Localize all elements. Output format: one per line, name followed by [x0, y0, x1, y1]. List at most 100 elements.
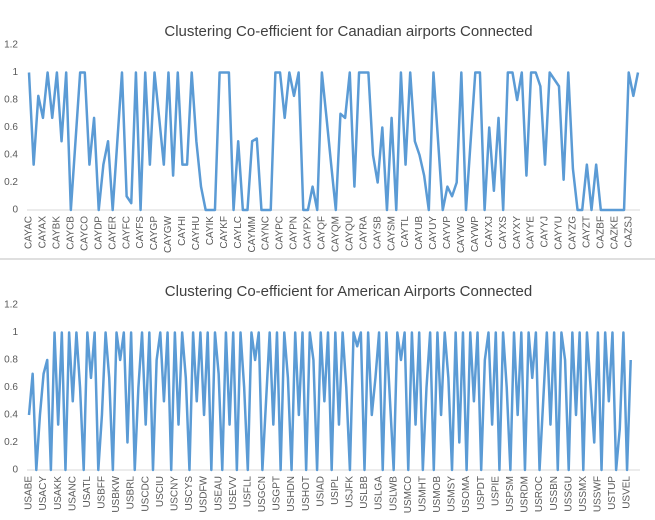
x-tick-label: USBKW [111, 475, 122, 512]
x-tick-label: CAZKE [609, 216, 620, 250]
x-tick-label: USPDT [476, 476, 487, 510]
y-tick-label: 0.4 [4, 410, 18, 421]
y-tick-label: 0.4 [4, 150, 18, 161]
x-tick-label: CAYVP [442, 216, 453, 249]
x-tick-label: USMOB [432, 476, 443, 513]
x-tick-label: CAYNC [261, 216, 272, 250]
x-tick-label: CAYHI [177, 216, 188, 246]
x-tick-label: USCNY [170, 476, 181, 511]
x-tick-label: USCDC [140, 476, 151, 512]
chart: Clustering Co-efficient for American Air… [4, 283, 640, 513]
data-line [27, 71, 640, 212]
chart-title: Clustering Co-efficient for Canadian air… [164, 23, 532, 40]
x-tick-label: USPIE [490, 476, 501, 506]
x-tick-label: CAYCB [65, 216, 76, 250]
x-tick-label: USIPL [330, 476, 341, 505]
y-tick-label: 1 [12, 67, 18, 78]
x-tick-label: USROC [534, 476, 545, 512]
x-tick-label: USOMA [461, 476, 472, 513]
x-tick-label: USHDN [286, 476, 297, 512]
x-tick-label: CAYAC [24, 216, 35, 249]
x-tick-label: CAYSB [372, 216, 383, 249]
x-tick-label: CAYXJ [484, 216, 495, 248]
x-tick-label: USGPT [272, 476, 283, 510]
x-tick-label: CAYYU [554, 216, 565, 250]
x-tick-label: USATL [82, 476, 93, 508]
x-tick-label: CAYWG [456, 216, 467, 253]
x-tick-label: CAYQM [330, 216, 341, 252]
x-tick-label: CAYIK [205, 216, 216, 246]
y-tick-label: 1.2 [4, 40, 18, 51]
x-tick-label: CAYWP [470, 216, 481, 252]
x-tick-label: CAYPX [303, 216, 314, 249]
x-tick-label: CAYER [107, 216, 118, 250]
x-tick-label: CAYXY [512, 216, 523, 249]
x-tick-label: CAYCO [79, 216, 90, 251]
x-tick-label: CAYAX [38, 216, 49, 249]
data-line [27, 331, 632, 472]
x-tick-label: USDFW [199, 475, 210, 512]
x-tick-label: USABE [24, 476, 35, 510]
x-tick-label: USEAU [213, 476, 224, 510]
x-tick-label: CAYZG [568, 216, 579, 250]
x-tick-label: USCYS [184, 476, 195, 511]
x-tick-label: USSBN [549, 476, 560, 510]
x-tick-label: USHOT [301, 476, 312, 511]
x-tick-label: CAYKF [219, 216, 230, 249]
x-tick-label: USTUP [607, 476, 618, 510]
x-tick-label: USPSM [505, 476, 516, 512]
x-tick-label: USSWF [593, 476, 604, 512]
x-tick-label: USCIU [155, 476, 166, 507]
x-tick-label: USMCO [403, 476, 414, 513]
x-tick-label: CAYUY [428, 216, 439, 250]
y-tick-label: 0 [12, 465, 18, 476]
x-tick-label: CAYRA [358, 216, 369, 250]
x-tick-label: USLWB [388, 476, 399, 511]
x-tick-label: CAYHU [191, 216, 202, 250]
x-tick-label: CAYXS [498, 216, 509, 249]
x-tick-label: CAYGP [149, 216, 160, 251]
y-tick-label: 0.6 [4, 382, 18, 393]
x-tick-label: CAYZT [582, 216, 593, 248]
x-tick-label: CAYYE [526, 216, 537, 249]
x-tick-label: CAYFS [135, 216, 146, 249]
x-tick-label: USGCN [257, 476, 268, 512]
x-tick-label: USEVV [228, 476, 239, 510]
x-tick-label: CAYTL [400, 216, 411, 248]
y-tick-label: 1.2 [4, 300, 18, 311]
y-tick-label: 0.2 [4, 437, 18, 448]
x-tick-label: CAYSM [386, 216, 397, 251]
x-tick-label: CAYPC [275, 216, 286, 250]
x-tick-label: USLBB [359, 476, 370, 509]
y-tick-label: 1 [12, 327, 18, 338]
x-tick-label: CAYFC [121, 216, 132, 249]
x-tick-label: USMHT [417, 476, 428, 512]
x-tick-label: CAYQF [317, 216, 328, 250]
x-tick-label: CAYMM [247, 216, 258, 252]
x-tick-label: CAYUB [414, 216, 425, 250]
x-tick-label: USVEL [622, 476, 633, 509]
y-tick-label: 0.8 [4, 355, 18, 366]
x-tick-label: CAYDP [93, 216, 104, 250]
x-tick-label: USACY [38, 476, 49, 511]
x-tick-label: CAYQU [344, 216, 355, 251]
y-tick-label: 0.6 [4, 122, 18, 133]
x-tick-label: USJFK [345, 476, 356, 508]
x-tick-label: USIAD [315, 476, 326, 507]
chart-title: Clustering Co-efficient for American Air… [165, 283, 532, 300]
x-tick-label: CAYLC [233, 216, 244, 249]
x-tick-label: USRDM [520, 476, 531, 513]
x-tick-label: USMSY [447, 476, 458, 512]
chart: Clustering Co-efficient for Canadian air… [4, 23, 640, 253]
x-tick-label: USANC [67, 476, 78, 511]
x-tick-label: USFLL [242, 476, 253, 508]
x-tick-label: USSMX [578, 476, 589, 512]
x-tick-label: CAZBF [595, 216, 606, 249]
x-tick-label: USLGA [374, 476, 385, 510]
x-tick-label: CAYBK [52, 216, 63, 249]
x-tick-label: CAYPN [289, 216, 300, 250]
x-tick-label: CAZSJ [623, 216, 634, 248]
x-tick-label: CAYGW [163, 215, 174, 253]
